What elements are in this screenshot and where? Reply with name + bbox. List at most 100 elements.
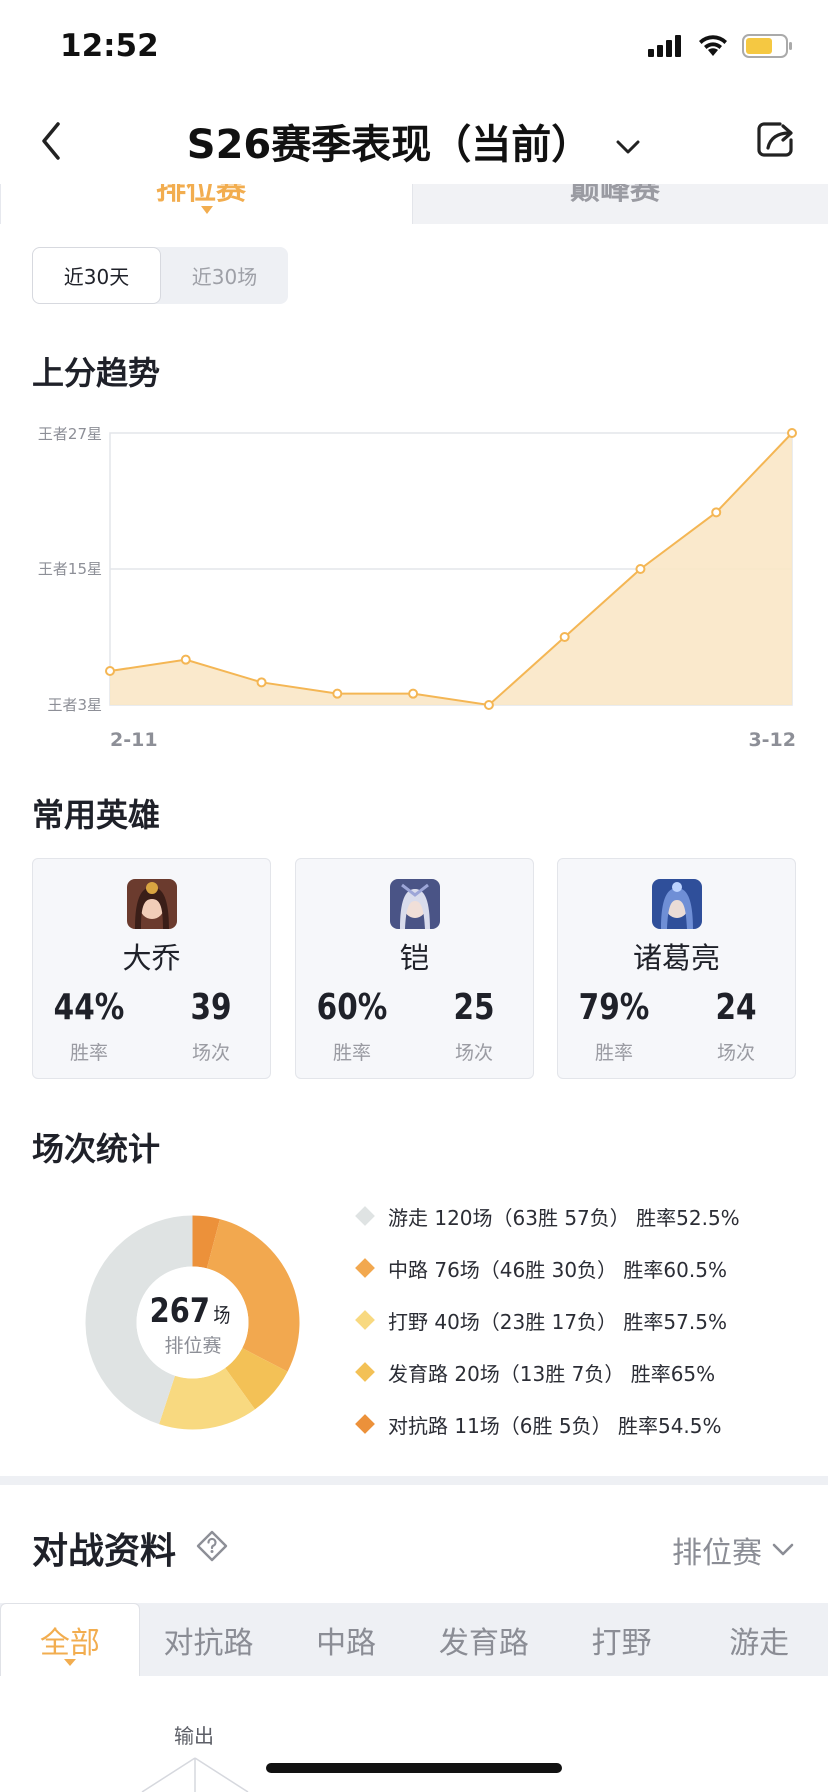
chevron-down-icon bbox=[772, 1543, 794, 1556]
donut-slice bbox=[159, 1367, 255, 1430]
radar-axis-label: 输出 bbox=[174, 1724, 214, 1748]
tab-jungle[interactable]: 打野 bbox=[591, 1625, 652, 1661]
role-donut-chart: 267 场 排位赛 bbox=[85, 1215, 300, 1430]
battle-filter-label: 排位赛 bbox=[672, 1536, 762, 1571]
donut-total: 267 bbox=[150, 1292, 210, 1331]
hero-card[interactable]: 诸葛亮 79% 胜率 24 场次 bbox=[557, 858, 796, 1079]
y-label-bottom: 王者3星 bbox=[47, 696, 102, 714]
legend-item: 中路 76场（46胜 30负） 胜率60.5% bbox=[355, 1242, 740, 1294]
heroes-title: 常用英雄 bbox=[32, 796, 161, 834]
share-icon[interactable] bbox=[756, 120, 796, 158]
trend-chart: 王者27星 王者15星 王者3星 2-11 3-12 bbox=[38, 425, 797, 751]
legend-diamond-icon bbox=[355, 1206, 375, 1226]
hero-avatar bbox=[390, 879, 440, 929]
hero-winrate: 60% bbox=[316, 987, 388, 1028]
legend-diamond-icon bbox=[355, 1310, 375, 1330]
y-label-mid: 王者15星 bbox=[38, 560, 102, 578]
trend-title: 上分趋势 bbox=[32, 354, 161, 392]
legend-text: 对抗路 11场（6胜 5负） 胜率54.5% bbox=[388, 1413, 722, 1438]
y-label-top: 王者27星 bbox=[38, 425, 102, 443]
hero-games: 24 bbox=[715, 987, 757, 1028]
trend-point bbox=[332, 688, 343, 699]
home-indicator bbox=[266, 1763, 562, 1773]
tab-top-lane[interactable]: 对抗路 bbox=[163, 1625, 254, 1661]
trend-point bbox=[711, 507, 722, 518]
donut-slice bbox=[85, 1215, 193, 1425]
status-time: 12:52 bbox=[60, 28, 159, 64]
radar-chart bbox=[141, 1757, 249, 1792]
period-30-days[interactable]: 近30天 bbox=[32, 247, 161, 304]
mode-tabs: 排位赛 巅峰赛 bbox=[0, 184, 828, 224]
tab-mid-lane[interactable]: 中路 bbox=[316, 1625, 377, 1661]
hero-name: 诸葛亮 bbox=[632, 941, 720, 975]
trend-point bbox=[408, 688, 419, 699]
hero-card[interactable]: 铠 60% 胜率 25 场次 bbox=[295, 858, 534, 1079]
period-30-games[interactable]: 近30场 bbox=[191, 265, 258, 289]
battery-icon bbox=[742, 34, 792, 58]
hero-winrate-label: 胜率 bbox=[332, 1042, 371, 1064]
hero-name: 铠 bbox=[399, 941, 429, 975]
hero-winrate: 79% bbox=[578, 987, 650, 1028]
trend-line bbox=[109, 432, 793, 707]
help-icon[interactable] bbox=[196, 1530, 228, 1562]
page-title: S26赛季表现（当前） bbox=[186, 122, 592, 168]
wifi-icon bbox=[699, 35, 727, 56]
legend-text: 打野 40场（23胜 17负） 胜率57.5% bbox=[388, 1309, 727, 1334]
donut-slice bbox=[225, 1348, 288, 1410]
section-divider bbox=[0, 1476, 828, 1485]
tab-roam[interactable]: 游走 bbox=[729, 1625, 790, 1661]
signal-icon bbox=[648, 35, 681, 57]
hero-games-label: 场次 bbox=[454, 1042, 493, 1064]
status-icons bbox=[648, 34, 794, 58]
trend-area-fill bbox=[110, 433, 792, 705]
hero-games-label: 场次 bbox=[191, 1042, 230, 1064]
legend-diamond-icon bbox=[355, 1258, 375, 1278]
hero-name: 大乔 bbox=[122, 941, 181, 975]
active-indicator-icon bbox=[201, 206, 213, 214]
tab-peak[interactable]: 巅峰赛 bbox=[412, 184, 828, 224]
legend-text: 游走 120场（63胜 57负） 胜率52.5% bbox=[388, 1205, 740, 1230]
hero-games: 39 bbox=[190, 987, 232, 1028]
hero-card[interactable]: 大乔 44% 胜率 39 场次 bbox=[32, 858, 271, 1079]
legend-diamond-icon bbox=[355, 1414, 375, 1434]
tab-peak-label: 巅峰赛 bbox=[570, 184, 660, 207]
trend-point bbox=[635, 564, 646, 574]
tab-ranked-label: 排位赛 bbox=[156, 184, 246, 207]
season-selector[interactable]: S26赛季表现（当前） bbox=[0, 112, 828, 170]
trend-point bbox=[180, 654, 191, 665]
donut-total-unit: 场 bbox=[213, 1305, 230, 1328]
stats-title: 场次统计 bbox=[32, 1130, 161, 1168]
trend-point bbox=[256, 677, 267, 688]
legend-text: 中路 76场（46胜 30负） 胜率60.5% bbox=[388, 1257, 727, 1282]
hero-games: 25 bbox=[453, 987, 495, 1028]
battle-title: 对战资料 bbox=[32, 1531, 177, 1572]
period-toggle: 近30天 近30场 bbox=[32, 247, 288, 304]
tab-all[interactable]: 全部 bbox=[0, 1603, 140, 1676]
donut-center-label: 排位赛 bbox=[164, 1335, 221, 1357]
role-legend: 游走 120场（63胜 57负） 胜率52.5% 中路 76场（46胜 30负）… bbox=[355, 1190, 740, 1450]
hero-winrate: 44% bbox=[53, 987, 125, 1028]
role-tabs: 全部 对抗路 中路 发育路 打野 游走 bbox=[0, 1603, 828, 1676]
hero-winrate-label: 胜率 bbox=[594, 1042, 633, 1064]
legend-diamond-icon bbox=[355, 1362, 375, 1382]
donut-slice bbox=[192, 1215, 220, 1269]
back-icon[interactable] bbox=[38, 120, 64, 162]
legend-item: 对抗路 11场（6胜 5负） 胜率54.5% bbox=[355, 1398, 740, 1450]
hero-avatar bbox=[652, 879, 702, 929]
hero-avatar bbox=[127, 879, 177, 929]
x-label-start: 2-11 bbox=[110, 729, 158, 751]
trend-point bbox=[483, 700, 494, 710]
tab-ranked[interactable]: 排位赛 bbox=[0, 184, 412, 224]
trend-point bbox=[559, 632, 570, 642]
legend-item: 打野 40场（23胜 17负） 胜率57.5% bbox=[355, 1294, 740, 1346]
battle-filter-dropdown[interactable]: 排位赛 bbox=[672, 1528, 794, 1572]
tab-bot-lane[interactable]: 发育路 bbox=[438, 1625, 529, 1661]
trend-point bbox=[105, 666, 115, 676]
x-label-end: 3-12 bbox=[748, 729, 796, 751]
donut-slice bbox=[206, 1219, 300, 1372]
chevron-down-icon bbox=[616, 140, 640, 154]
legend-text: 发育路 20场（13胜 7负） 胜率65% bbox=[388, 1361, 716, 1386]
legend-item: 游走 120场（63胜 57负） 胜率52.5% bbox=[355, 1190, 740, 1242]
legend-item: 发育路 20场（13胜 7负） 胜率65% bbox=[355, 1346, 740, 1398]
